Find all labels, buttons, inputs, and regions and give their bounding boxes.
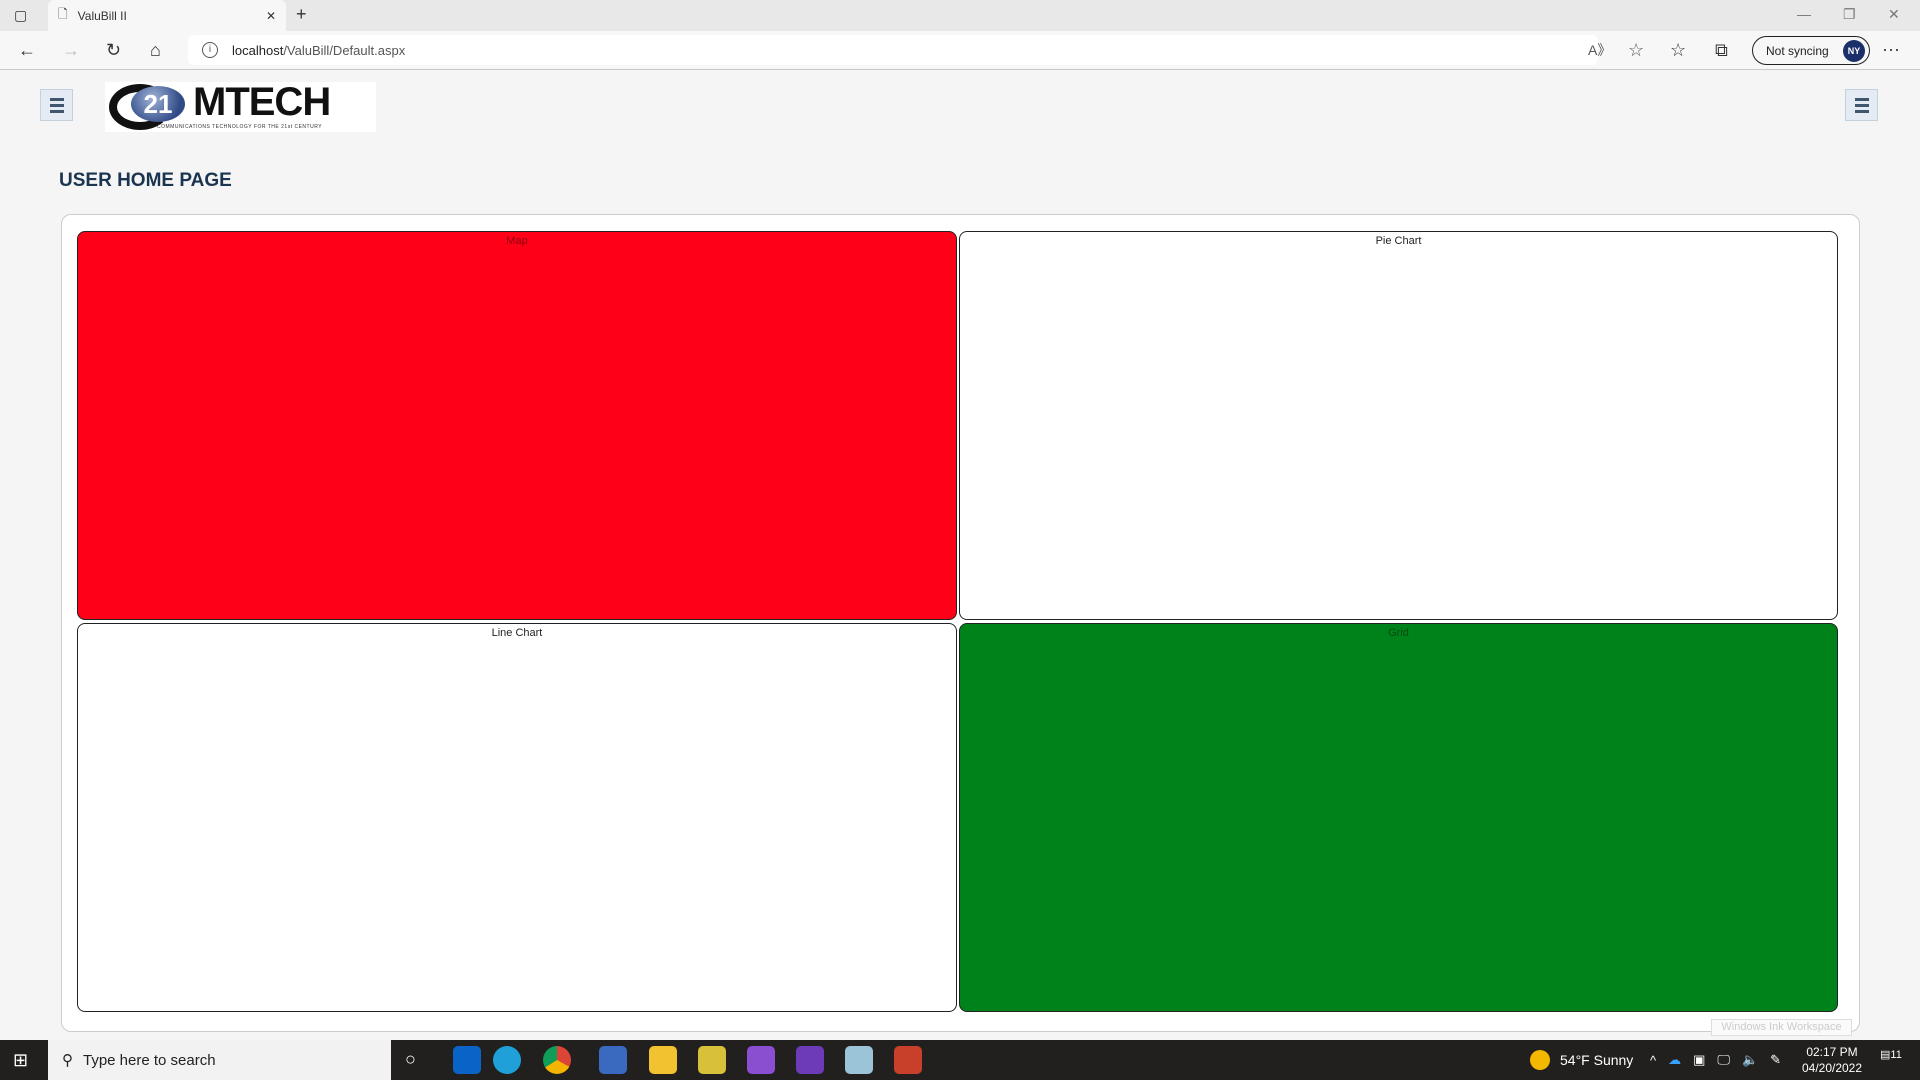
onedrive-icon[interactable]: ☁ — [1668, 1052, 1682, 1067]
add-favorite-icon[interactable]: ☆ — [1628, 40, 1645, 60]
back-icon[interactable]: ← — [18, 40, 36, 60]
search-icon: ⚲ — [62, 1052, 73, 1069]
file-explorer-icon[interactable] — [649, 1046, 677, 1074]
url-path: /ValuBill/Default.aspx — [283, 42, 406, 58]
pie-chart-panel[interactable]: Pie Chart — [959, 231, 1838, 620]
address-bar-row: ← → ↻ ⌂ i localhost/ValuBill/Default.asp… — [0, 31, 1920, 70]
favorites-icon[interactable]: ☆ — [1670, 40, 1687, 60]
tool-icon[interactable] — [698, 1046, 726, 1074]
new-tab-icon[interactable]: + — [296, 4, 307, 24]
chevron-up-icon[interactable]: ^ — [1650, 1052, 1657, 1068]
tab-actions-icon[interactable]: ▢ — [14, 7, 28, 23]
browser-tab[interactable]: 🗋 ValuBill II ✕ — [48, 0, 286, 31]
notification-count: 11 — [1890, 1049, 1902, 1061]
right-menu-button[interactable] — [1845, 89, 1878, 121]
tooltip: Windows Ink Workspace — [1711, 1019, 1852, 1036]
weather-widget[interactable]: 54°F Sunny — [1530, 1040, 1633, 1080]
visual-studio-2-icon[interactable] — [796, 1046, 824, 1074]
notepad-icon[interactable] — [845, 1046, 873, 1074]
close-window-icon[interactable]: ✕ — [1888, 6, 1900, 22]
security-icon[interactable]: ▣ — [1693, 1052, 1706, 1067]
edge-icon[interactable] — [493, 1046, 521, 1074]
sun-icon — [1530, 1050, 1550, 1070]
snipping-tool-icon[interactable] — [894, 1046, 922, 1074]
collections-icon[interactable]: ⧉ — [1715, 40, 1728, 60]
tab-bar: ▢ 🗋 ValuBill II ✕ + — ❐ ✕ — [0, 0, 1920, 31]
time: 02:17 PM — [1806, 1045, 1858, 1059]
panel-label: Grid — [1388, 627, 1409, 639]
cortana-icon[interactable]: ○ — [405, 1049, 416, 1069]
close-tab-icon[interactable]: ✕ — [265, 8, 276, 23]
info-icon[interactable]: i — [202, 42, 218, 58]
url-host: localhost — [232, 42, 284, 58]
network-icon[interactable]: 🖵 — [1717, 1052, 1730, 1067]
taskbar-search[interactable]: ⚲ Type here to search — [48, 1040, 391, 1080]
logo: 21 MTECH COMMUNICATIONS TECHNOLOGY FOR TH… — [105, 82, 376, 132]
panel-label: Map — [506, 235, 528, 247]
volume-icon[interactable]: 🔈 — [1741, 1052, 1759, 1067]
forward-icon[interactable]: → — [62, 40, 80, 60]
taskbar: ⊞ ⚲ Type here to search ○ 54°F Sunny ^ ☁… — [0, 1040, 1920, 1080]
tab-title: ValuBill II — [77, 8, 127, 23]
home-icon[interactable]: ⌂ — [150, 40, 161, 60]
restore-icon[interactable]: ❐ — [1843, 6, 1856, 22]
chrome-icon[interactable] — [543, 1046, 571, 1074]
sync-label: Not syncing — [1766, 43, 1829, 58]
page-title: USER HOME PAGE — [59, 170, 232, 191]
left-menu-button[interactable] — [40, 89, 73, 121]
windows-start-icon[interactable]: ⊞ — [13, 1050, 29, 1070]
remote-desktop-icon[interactable] — [599, 1046, 627, 1074]
map-panel[interactable]: Map — [77, 231, 957, 620]
notifications-icon[interactable]: ▤11 — [1880, 1049, 1902, 1061]
panel-label: Line Chart — [491, 627, 543, 639]
refresh-icon[interactable]: ↻ — [106, 40, 122, 60]
read-aloud-icon[interactable]: A》 — [1588, 42, 1612, 58]
outlook-icon[interactable] — [453, 1046, 481, 1074]
line-chart-panel[interactable]: Line Chart — [77, 623, 957, 1012]
clock[interactable]: 02:17 PM 04/20/2022 — [1798, 1044, 1866, 1076]
minimize-icon[interactable]: — — [1797, 6, 1811, 22]
pen-icon[interactable]: ✎ — [1770, 1052, 1782, 1067]
weather-text: 54°F Sunny — [1560, 1052, 1634, 1068]
avatar: NY — [1843, 40, 1865, 62]
more-icon[interactable]: ··· — [1882, 39, 1900, 59]
grid-panel[interactable]: Grid — [959, 623, 1838, 1012]
system-tray: ^ ☁ ▣ 🖵 🔈 ✎ — [1650, 1040, 1781, 1080]
visual-studio-icon[interactable] — [747, 1046, 775, 1074]
profile-sync-button[interactable]: Not syncing NY — [1752, 36, 1870, 65]
page-icon: 🗋 — [58, 7, 68, 21]
url-input[interactable]: i localhost/ValuBill/Default.aspx A》 ☆ — [188, 35, 1644, 65]
panel-label: Pie Chart — [1375, 235, 1422, 247]
search-placeholder: Type here to search — [83, 1051, 216, 1069]
date: 04/20/2022 — [1801, 1061, 1863, 1075]
